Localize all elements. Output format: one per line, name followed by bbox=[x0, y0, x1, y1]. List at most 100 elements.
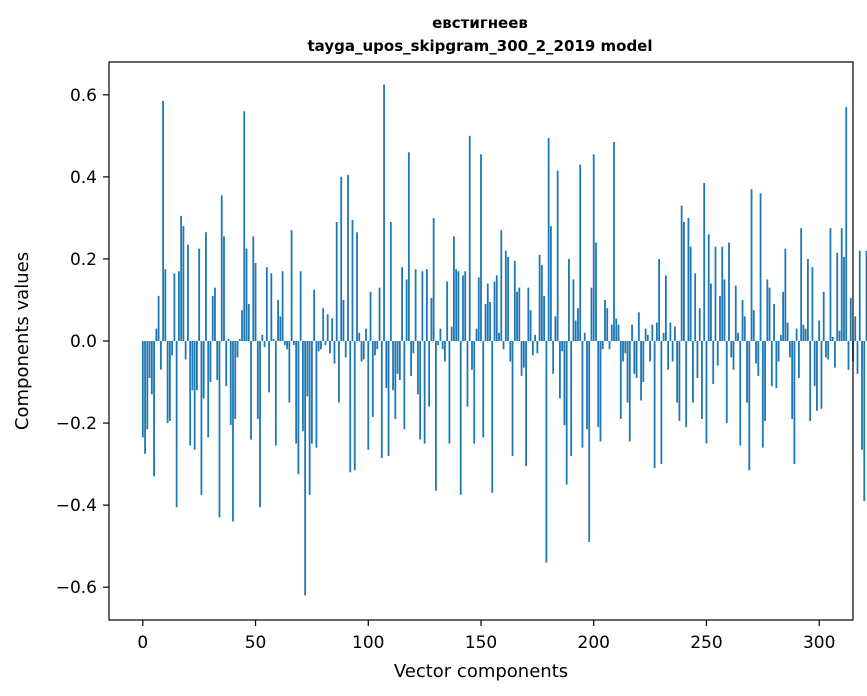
bar bbox=[574, 320, 577, 341]
bar bbox=[362, 341, 365, 360]
bar bbox=[705, 341, 708, 444]
bar bbox=[401, 267, 403, 341]
bar bbox=[734, 285, 737, 341]
bar bbox=[507, 256, 509, 341]
bar bbox=[367, 341, 370, 450]
bar bbox=[615, 318, 618, 341]
bar bbox=[714, 246, 717, 341]
bar bbox=[236, 341, 239, 358]
bar bbox=[804, 328, 807, 341]
bar bbox=[549, 226, 552, 341]
bar bbox=[811, 267, 814, 341]
bar bbox=[741, 299, 744, 341]
bar bbox=[800, 228, 803, 341]
bar bbox=[360, 341, 363, 362]
bar bbox=[380, 341, 383, 458]
bar bbox=[849, 297, 852, 341]
bar bbox=[177, 271, 180, 341]
bar bbox=[412, 341, 415, 354]
bar bbox=[243, 111, 246, 342]
bar bbox=[606, 308, 609, 341]
bar bbox=[313, 289, 316, 341]
bar bbox=[306, 341, 309, 397]
bar bbox=[410, 341, 413, 376]
bar bbox=[281, 271, 284, 341]
bar bbox=[184, 341, 187, 360]
bar bbox=[329, 341, 331, 354]
bar bbox=[818, 320, 821, 341]
bar bbox=[259, 341, 261, 508]
bar bbox=[552, 341, 555, 374]
bar bbox=[173, 273, 176, 341]
bar bbox=[651, 324, 654, 341]
bar bbox=[545, 341, 548, 563]
bar bbox=[703, 183, 706, 341]
bar bbox=[692, 341, 694, 403]
bar bbox=[398, 341, 401, 380]
bar bbox=[653, 341, 656, 469]
bar bbox=[529, 310, 532, 341]
bar bbox=[209, 341, 212, 383]
y-axis-label: Components values bbox=[12, 252, 33, 430]
bar bbox=[250, 341, 252, 440]
bar bbox=[164, 269, 167, 341]
bar bbox=[577, 308, 579, 341]
bar bbox=[214, 287, 216, 341]
y-tick-label: −0.6 bbox=[56, 578, 97, 598]
bar bbox=[863, 341, 866, 502]
bar bbox=[157, 295, 160, 341]
bar bbox=[392, 341, 394, 391]
bar bbox=[599, 341, 602, 442]
bar bbox=[694, 273, 697, 341]
bar bbox=[247, 304, 250, 341]
bar bbox=[604, 299, 606, 341]
bar bbox=[403, 341, 406, 430]
bar bbox=[435, 341, 437, 491]
bar bbox=[423, 341, 426, 444]
bar bbox=[538, 254, 541, 341]
bar bbox=[568, 258, 570, 341]
bar bbox=[728, 242, 730, 341]
bar bbox=[689, 246, 692, 341]
chart-title: евстигнеев bbox=[432, 14, 528, 32]
bar bbox=[511, 341, 514, 456]
bar bbox=[592, 154, 595, 341]
bar bbox=[531, 341, 534, 356]
bar bbox=[583, 332, 586, 341]
bar bbox=[716, 341, 719, 366]
bar bbox=[462, 275, 464, 341]
x-tick-label: 100 bbox=[352, 633, 384, 653]
bar bbox=[315, 341, 318, 448]
bar bbox=[261, 334, 264, 341]
bar bbox=[522, 341, 525, 368]
bar bbox=[459, 341, 462, 495]
bar bbox=[791, 341, 794, 419]
bar bbox=[365, 328, 367, 341]
bar bbox=[768, 287, 771, 341]
bar bbox=[626, 341, 629, 403]
bar bbox=[590, 287, 593, 341]
bar bbox=[450, 326, 453, 341]
bar bbox=[489, 302, 491, 341]
bar bbox=[779, 334, 782, 341]
bar bbox=[554, 316, 557, 341]
bar bbox=[347, 174, 349, 341]
bar bbox=[340, 176, 343, 341]
bar bbox=[453, 236, 455, 342]
bar bbox=[678, 341, 681, 422]
bar bbox=[430, 297, 433, 341]
bar bbox=[534, 334, 537, 341]
bar bbox=[662, 332, 665, 341]
bar bbox=[836, 252, 839, 341]
x-tick-label: 0 bbox=[137, 633, 148, 653]
bar bbox=[827, 341, 830, 360]
bar bbox=[613, 142, 615, 341]
bar bbox=[155, 328, 158, 341]
y-tick-label: 0.0 bbox=[70, 332, 97, 352]
bar bbox=[730, 341, 733, 358]
bar bbox=[540, 265, 543, 341]
bar bbox=[536, 341, 539, 354]
bar bbox=[547, 137, 550, 341]
bar bbox=[764, 341, 766, 422]
bar bbox=[633, 341, 636, 374]
